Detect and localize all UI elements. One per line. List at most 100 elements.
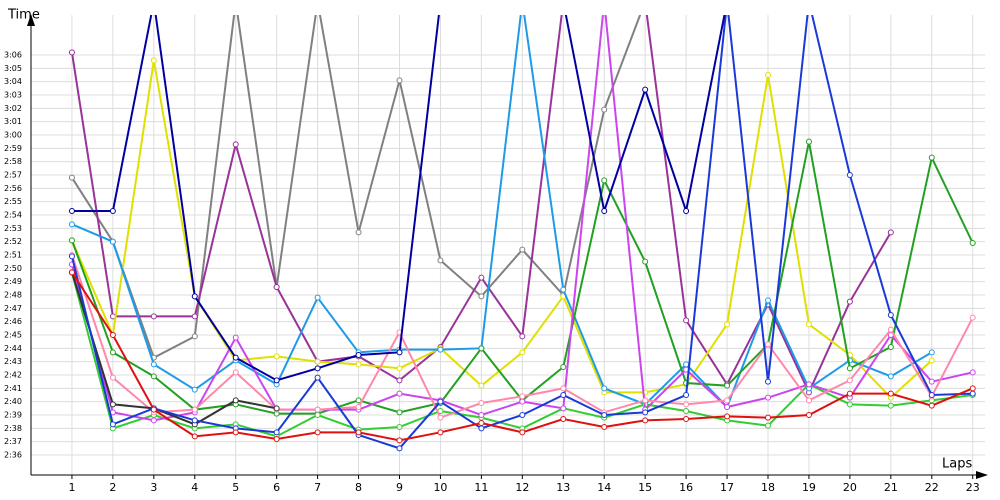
point bbox=[642, 397, 649, 404]
point bbox=[355, 361, 362, 368]
x-axis-label: Laps bbox=[942, 457, 972, 472]
point bbox=[478, 412, 485, 418]
point bbox=[109, 401, 116, 408]
point bbox=[314, 406, 321, 413]
point bbox=[724, 397, 731, 404]
point bbox=[396, 77, 403, 84]
x-tick-label: 11 bbox=[474, 481, 488, 494]
point bbox=[724, 404, 731, 410]
point bbox=[478, 345, 485, 352]
x-tick-label: 16 bbox=[679, 481, 693, 494]
y-tick-label: 2:38 bbox=[4, 424, 22, 433]
point bbox=[724, 321, 731, 328]
point bbox=[273, 436, 280, 442]
point bbox=[969, 385, 976, 392]
x-tick-label: 2 bbox=[109, 481, 116, 494]
y-tick-label: 2:52 bbox=[4, 237, 22, 246]
point bbox=[68, 237, 75, 244]
x-tick-label: 4 bbox=[191, 481, 198, 494]
point bbox=[887, 402, 894, 409]
point bbox=[396, 409, 403, 416]
point bbox=[928, 154, 935, 161]
plot-area bbox=[68, 15, 976, 452]
y-tick-label: 2:40 bbox=[4, 397, 22, 406]
y-tick-label: 3:04 bbox=[4, 77, 22, 86]
point bbox=[232, 397, 239, 404]
point bbox=[273, 284, 280, 290]
point bbox=[560, 364, 567, 370]
y-tick-label: 3:02 bbox=[4, 104, 22, 113]
point bbox=[478, 420, 485, 426]
point bbox=[273, 429, 280, 436]
point bbox=[519, 429, 526, 436]
point bbox=[191, 333, 198, 340]
point bbox=[478, 293, 485, 300]
y-tick-label: 2:39 bbox=[4, 411, 22, 420]
x-tick-label: 13 bbox=[556, 481, 570, 494]
x-tick-label: 15 bbox=[638, 481, 652, 494]
point bbox=[478, 400, 485, 406]
point bbox=[437, 257, 444, 264]
point bbox=[519, 333, 526, 340]
point bbox=[642, 86, 649, 93]
point bbox=[109, 238, 116, 245]
point bbox=[150, 313, 157, 320]
point bbox=[683, 408, 690, 414]
point bbox=[109, 332, 116, 338]
point bbox=[396, 377, 403, 384]
y-tick-label: 2:47 bbox=[4, 304, 22, 313]
point bbox=[150, 57, 157, 64]
point bbox=[969, 369, 976, 376]
point bbox=[969, 314, 976, 321]
point bbox=[314, 374, 321, 381]
y-tick-label: 2:36 bbox=[4, 451, 22, 460]
y-tick-label: 2:45 bbox=[4, 331, 22, 340]
point bbox=[191, 293, 198, 300]
point bbox=[683, 361, 690, 368]
point bbox=[109, 349, 116, 356]
point bbox=[478, 274, 485, 281]
point bbox=[150, 406, 157, 413]
point bbox=[396, 365, 403, 372]
point bbox=[68, 269, 75, 276]
point bbox=[232, 141, 239, 148]
point bbox=[109, 374, 116, 381]
point bbox=[68, 174, 75, 181]
point bbox=[519, 393, 526, 400]
point bbox=[150, 373, 157, 380]
point bbox=[601, 424, 608, 430]
point bbox=[764, 72, 771, 78]
x-tick-label: 17 bbox=[720, 481, 734, 494]
point bbox=[764, 297, 771, 304]
point bbox=[601, 412, 608, 418]
x-tick-label: 23 bbox=[966, 481, 980, 494]
point bbox=[519, 246, 526, 253]
point bbox=[314, 365, 321, 372]
point bbox=[150, 361, 157, 368]
point bbox=[355, 429, 362, 436]
x-tick-label: 20 bbox=[843, 481, 857, 494]
point bbox=[437, 346, 444, 353]
point bbox=[846, 298, 853, 305]
point bbox=[846, 172, 853, 178]
point bbox=[519, 398, 526, 405]
y-tick-label: 3:03 bbox=[4, 91, 22, 100]
y-tick-label: 2:46 bbox=[4, 317, 22, 326]
y-axis-label: Time bbox=[7, 8, 40, 23]
point bbox=[437, 414, 444, 421]
point bbox=[764, 341, 771, 348]
point bbox=[764, 394, 771, 401]
x-axis-arrow bbox=[976, 471, 988, 479]
point bbox=[846, 377, 853, 384]
point bbox=[191, 417, 198, 424]
point bbox=[232, 334, 239, 341]
point bbox=[355, 397, 362, 404]
point bbox=[887, 326, 894, 333]
point bbox=[478, 425, 485, 432]
point bbox=[601, 106, 608, 113]
x-tick-label: 3 bbox=[150, 481, 157, 494]
point bbox=[396, 424, 403, 430]
point bbox=[887, 390, 894, 397]
point bbox=[273, 405, 280, 412]
